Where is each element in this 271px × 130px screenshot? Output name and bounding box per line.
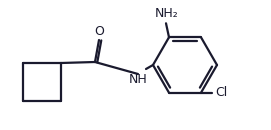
Text: NH₂: NH₂ <box>155 7 179 20</box>
Text: Cl: Cl <box>215 86 227 99</box>
Text: NH: NH <box>129 73 147 86</box>
Text: O: O <box>94 25 104 38</box>
